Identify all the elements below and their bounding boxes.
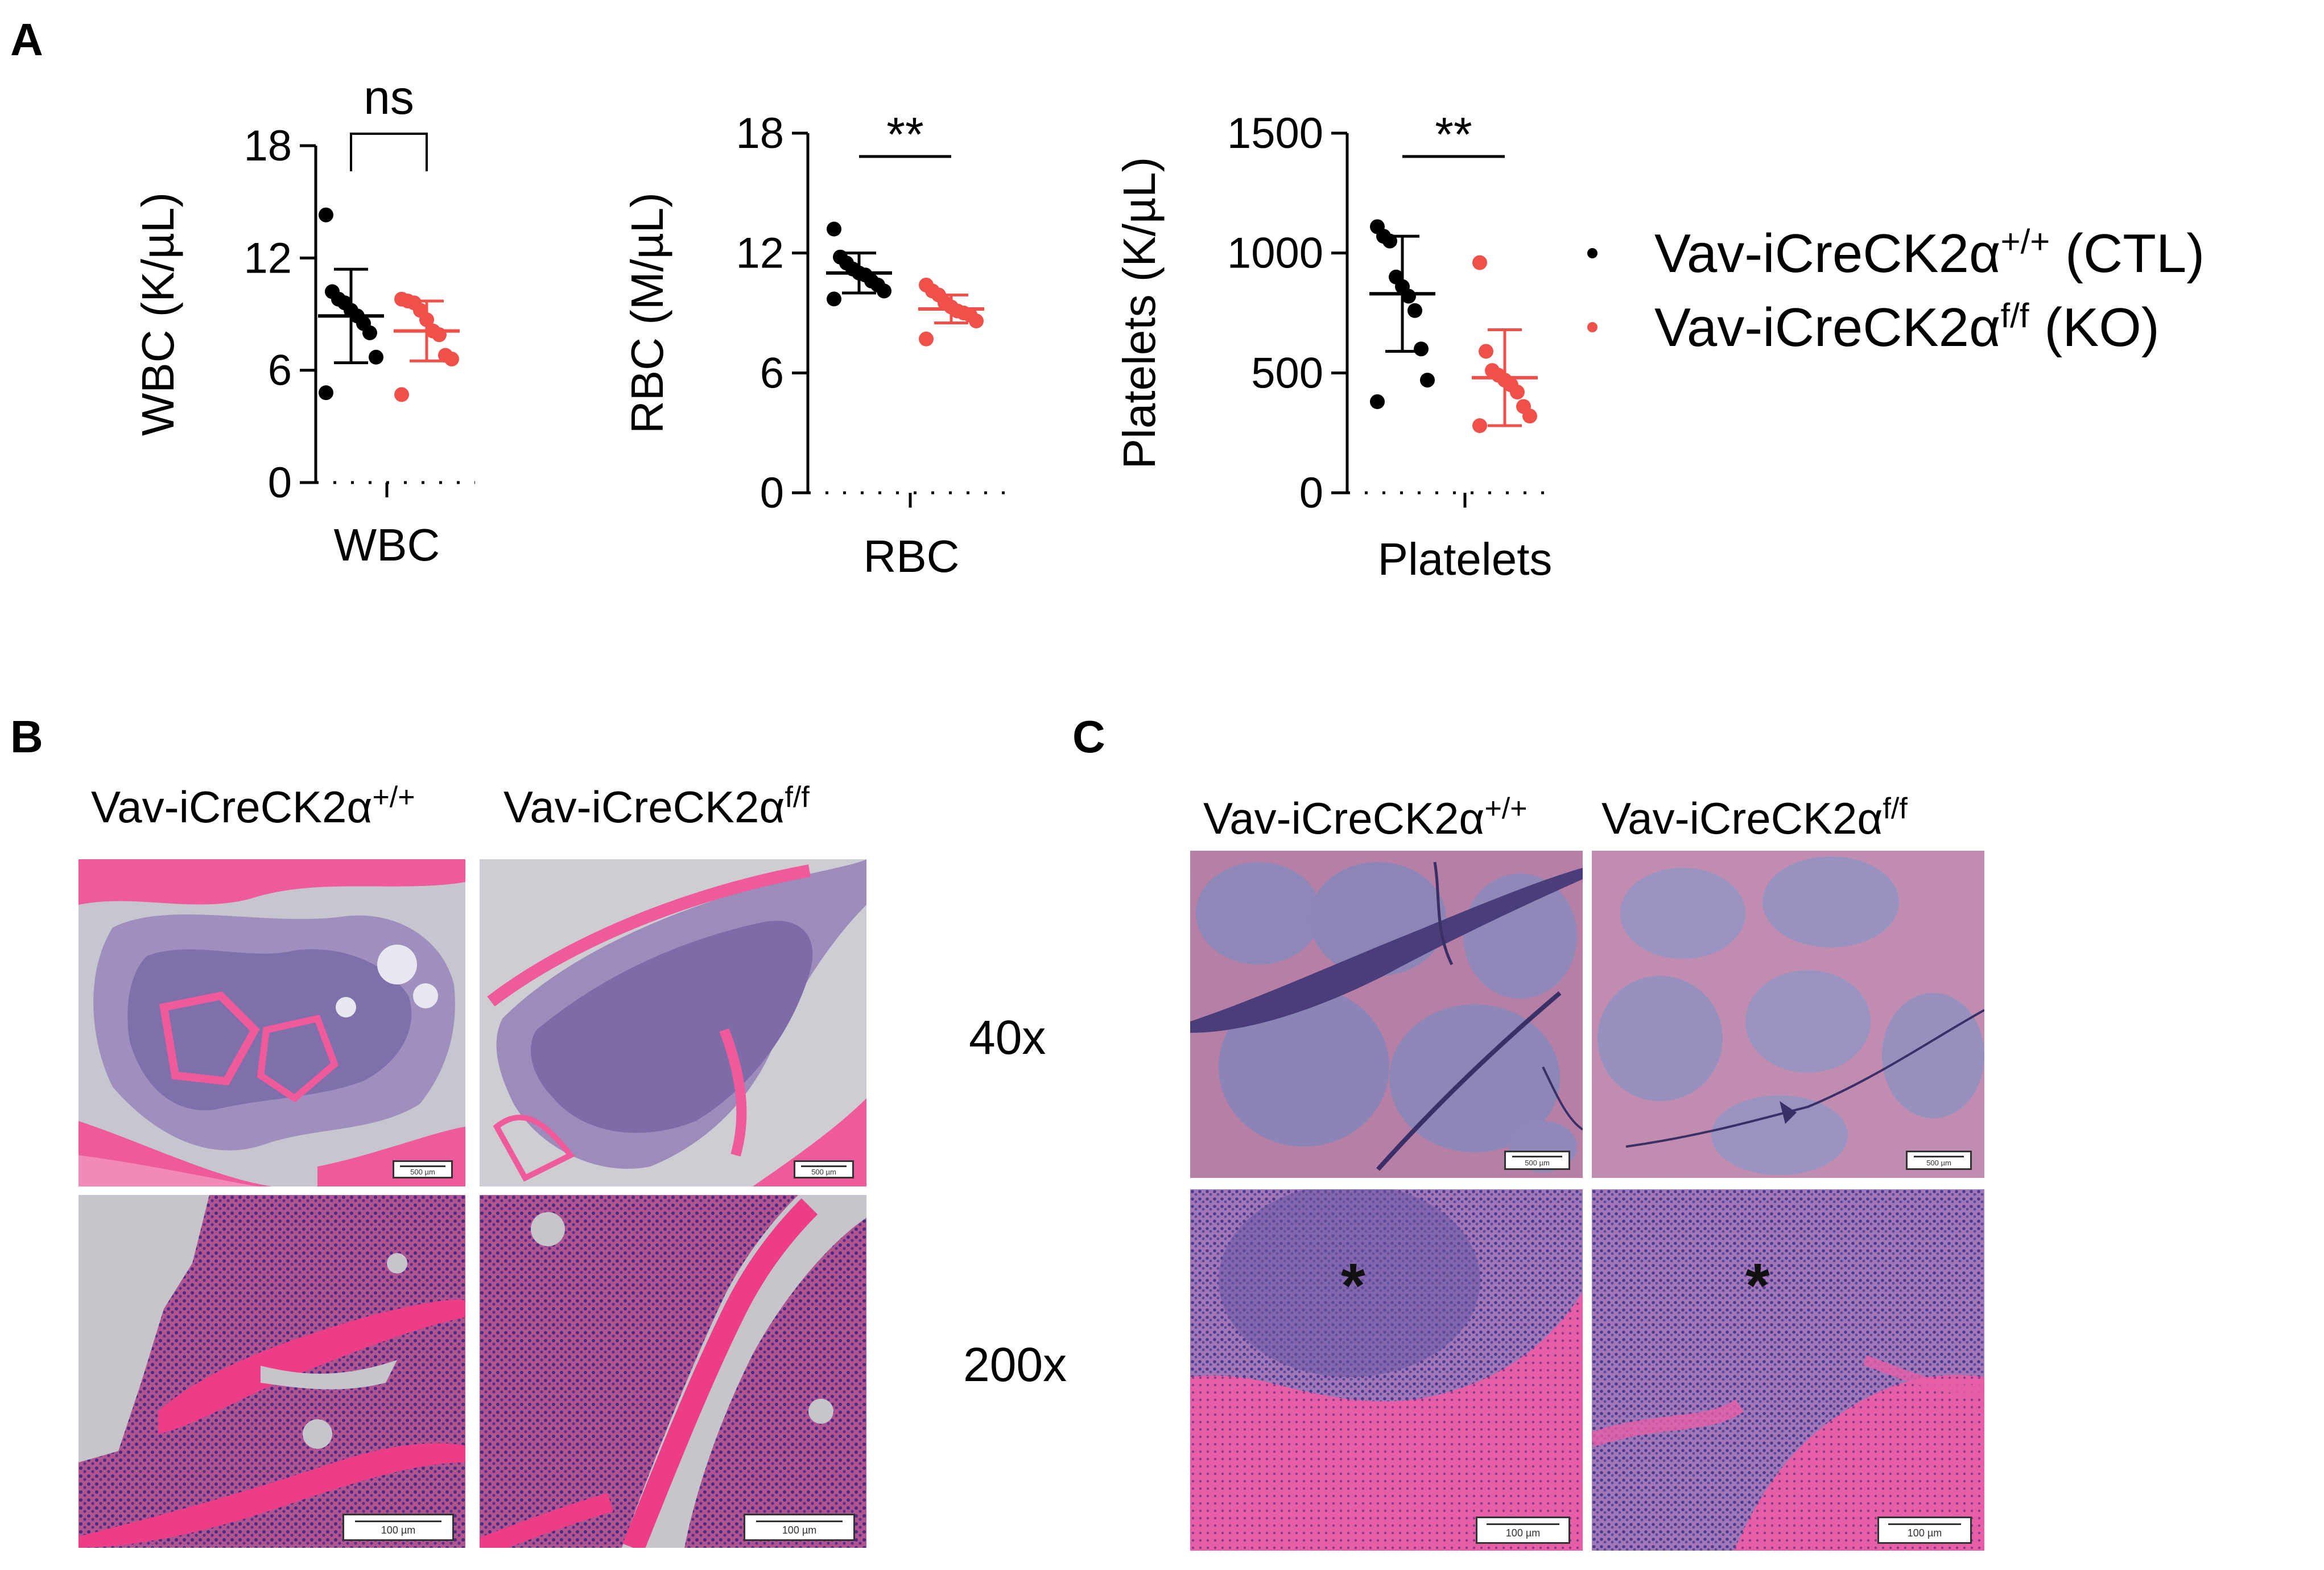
scatter-charts: 0 6 12 18 WBC WBC (K/µL) ns 0 6 12 18 RBC RBC (M/µL)… [133, 71, 1559, 584]
legend-item-ctl: Vav-iCreCK2α+/+ (CTL) [1587, 216, 2205, 290]
y-tick-label: 18 [736, 109, 784, 158]
x-axis-label: WBC [334, 520, 440, 570]
micrograph-c-ko-40x: 500 µm [1592, 851, 1984, 1178]
data-point [827, 291, 841, 307]
y-axis-label: RBC (M/µL) [622, 192, 672, 434]
germinal-center-marker-ctl: * [1341, 1251, 1365, 1321]
y-tick-label: 500 [1251, 349, 1323, 397]
scale-bar-b-ko-40x: 500 µm [794, 1160, 854, 1178]
scale-bar-b-ctl-40x: 500 µm [393, 1160, 453, 1178]
y-axis-label: WBC (K/µL) [133, 192, 183, 436]
y-tick-label: 12 [243, 234, 292, 282]
micrograph-c-ctl-200x: * 100 µm [1190, 1189, 1583, 1551]
panel-label-c: C [1072, 711, 1105, 762]
data-point [1370, 394, 1385, 409]
panel-c-col2-label: Vav-iCreCK2αf/f [1601, 792, 1908, 843]
significance-label: ** [886, 108, 923, 161]
scale-bar-c-ko-200x: 100 µm [1877, 1517, 1972, 1544]
significance-label: ns [364, 71, 414, 124]
micrograph-c-ko-200x: * 100 µm [1592, 1189, 1984, 1551]
data-point [1472, 255, 1487, 270]
data-point [1510, 385, 1525, 400]
y-tick-label: 12 [736, 229, 784, 278]
legend-marker-ctl [1587, 248, 1598, 258]
data-point [362, 325, 377, 340]
magnification-40x: 40x [969, 1011, 1046, 1064]
data-point [1407, 303, 1422, 318]
legend-label-ctl: Vav-iCreCK2α+/+ (CTL) [1654, 222, 2205, 284]
y-axis-label: Platelets (K/µL) [1114, 157, 1165, 469]
data-point [394, 387, 409, 402]
y-tick-label: 1500 [1227, 109, 1323, 158]
data-point [319, 207, 333, 222]
y-tick-label: 18 [243, 122, 292, 170]
data-point [1522, 409, 1537, 424]
y-tick-label: 6 [268, 347, 292, 395]
micrograph-c-ctl-40x: 500 µm [1190, 851, 1583, 1178]
legend-marker-ko [1587, 322, 1598, 332]
panel-label-a: A [10, 14, 43, 65]
data-point [1479, 344, 1493, 359]
panel-b-col1-label: Vav-iCreCK2α+/+ [91, 781, 415, 832]
y-tick-label: 1000 [1227, 229, 1323, 278]
scale-bar-c-ctl-40x: 500 µm [1504, 1151, 1570, 1170]
y-tick-label: 6 [760, 349, 784, 397]
y-tick-label: 0 [268, 459, 292, 507]
legend: Vav-iCreCK2α+/+ (CTL) Vav-iCreCK2αf/f (K… [1587, 216, 2205, 364]
legend-label-ko: Vav-iCreCK2αf/f (KO) [1654, 296, 2160, 358]
data-point [827, 221, 841, 237]
data-point [919, 331, 934, 347]
data-point [969, 314, 984, 329]
micrograph-b-ctl-200x: 100 µm [79, 1195, 465, 1548]
panel-c-col1-label: Vav-iCreCK2α+/+ [1203, 792, 1528, 843]
x-axis-label: Platelets [1378, 534, 1553, 584]
micrograph-b-ko-200x: 100 µm [480, 1195, 866, 1548]
panel-label-b: B [10, 711, 43, 762]
data-point [319, 385, 333, 401]
micrograph-b-ctl-40x: 500 µm [79, 859, 465, 1186]
data-point [877, 283, 891, 299]
x-axis-label: RBC [864, 531, 960, 582]
data-point [369, 349, 383, 365]
data-point [1420, 372, 1435, 388]
scale-bar-c-ctl-200x: 100 µm [1476, 1517, 1570, 1544]
significance-label: ** [1435, 108, 1472, 161]
scale-bar-b-ctl-200x: 100 µm [342, 1514, 454, 1541]
scale-bar-c-ko-40x: 500 µm [1906, 1151, 1972, 1170]
legend-item-ko: Vav-iCreCK2αf/f (KO) [1587, 290, 2205, 364]
micrograph-b-ko-40x: 500 µm [480, 859, 866, 1186]
significance-bracket [350, 133, 428, 171]
scale-bar-b-ko-200x: 100 µm [744, 1514, 855, 1541]
panel-b-col2-label: Vav-iCreCK2αf/f [503, 781, 810, 832]
magnification-200x: 200x [963, 1338, 1067, 1391]
data-point [1414, 341, 1429, 357]
germinal-center-marker-ko: * [1745, 1251, 1770, 1321]
y-tick-label: 0 [760, 469, 784, 517]
data-point [1472, 418, 1487, 434]
data-point [444, 351, 459, 366]
y-tick-label: 0 [1299, 469, 1323, 517]
